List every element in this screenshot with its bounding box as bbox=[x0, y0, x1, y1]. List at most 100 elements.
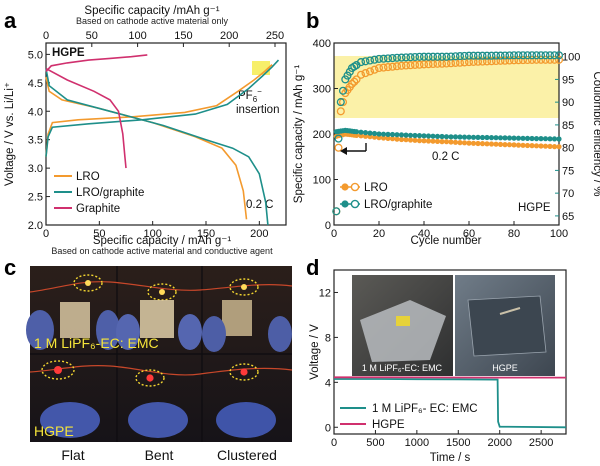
a-y-tick-label: 5.0 bbox=[28, 49, 43, 61]
b-ce-point bbox=[442, 52, 451, 61]
b-x-tick-label: 20 bbox=[373, 228, 385, 240]
legend-b-filled-lro-graphite bbox=[341, 200, 349, 208]
b-capacity-point bbox=[475, 140, 481, 147]
panel-b-tag: HGPE bbox=[518, 202, 551, 214]
b-ce-point bbox=[532, 51, 541, 60]
panel-a-bottom-axis-title: Specific capacity / mAh g⁻¹ bbox=[93, 235, 232, 247]
b-capacity-point bbox=[371, 134, 378, 140]
panel-b: b 0 20 40 60 80 100 0 100 200 300 400 65 70 75 80 85 9… bbox=[293, 8, 600, 247]
b-ce-point bbox=[397, 53, 406, 62]
b-ce-point bbox=[356, 70, 366, 79]
b-capacity-point bbox=[502, 142, 508, 148]
b-capacity-point bbox=[362, 133, 369, 139]
panel-c: c 1 M LiPF₆-EC: EMC bbox=[4, 255, 293, 463]
panel-d-x-ticks: 0 500 1000 1500 2000 2500 bbox=[331, 430, 553, 449]
b-ce-point bbox=[482, 57, 492, 66]
b-ce-point bbox=[334, 143, 343, 152]
panel-a-letter: a bbox=[4, 8, 17, 33]
d-x-tick-label: 1500 bbox=[446, 437, 470, 449]
panel-a-top-axis-title: Specific capacity /mAh g⁻¹ bbox=[84, 5, 219, 17]
panel-d-y-axis-title: Voltage / V bbox=[309, 324, 321, 380]
b-ce-point bbox=[332, 207, 341, 216]
inset-nail-gel bbox=[499, 307, 521, 315]
b-ce-point bbox=[514, 56, 523, 65]
b-y2-tick-label: 80 bbox=[562, 143, 574, 155]
b-ce-point bbox=[401, 53, 411, 62]
b-capacity-point bbox=[398, 132, 405, 138]
b-capacity-point bbox=[470, 134, 477, 140]
panel-a: a Specific capacity /mAh g⁻¹ Based on ca… bbox=[4, 5, 287, 256]
b-ce-point bbox=[505, 56, 514, 65]
panel-a-plot-frame bbox=[45, 42, 287, 226]
b-ce-point bbox=[554, 51, 564, 60]
d-series-line bbox=[334, 378, 567, 429]
b-capacity-point bbox=[533, 143, 540, 149]
b-ce-point bbox=[487, 57, 496, 66]
b-capacity-point bbox=[547, 143, 553, 149]
b-capacity-point bbox=[371, 130, 378, 137]
b-ce-point bbox=[478, 57, 487, 66]
led-ring-clustered-top bbox=[229, 278, 259, 296]
led-ring-bent-bottom bbox=[135, 369, 165, 387]
b-y2-tick-label: 85 bbox=[562, 120, 574, 132]
inset-left-label: 1 M LiPF₆-EC: EMC bbox=[362, 363, 443, 373]
led-flat-bottom bbox=[54, 366, 62, 374]
b-ce-point bbox=[338, 86, 348, 95]
b-ce-point bbox=[527, 51, 537, 60]
b-capacity-point bbox=[466, 140, 472, 146]
panel-d-plot-frame bbox=[333, 269, 567, 435]
panel-d-x-axis-title: Time / s bbox=[430, 452, 471, 464]
b-ce-point bbox=[523, 51, 532, 60]
b-ce-point bbox=[424, 60, 433, 69]
caption-flat: Flat bbox=[61, 447, 84, 463]
a-series-line bbox=[45, 59, 280, 157]
legend-b-open-lro-graphite bbox=[350, 199, 360, 209]
led-ring-flat-bottom bbox=[41, 360, 75, 380]
inset-pouch-gel bbox=[467, 295, 547, 357]
b-ce-point bbox=[518, 56, 528, 65]
panel-a-legend: LRO LRO/graphite Graphite bbox=[54, 171, 144, 215]
d-y-tick-label: 8 bbox=[325, 332, 331, 344]
b-capacity-point bbox=[439, 139, 445, 145]
b-ce-point bbox=[428, 52, 438, 61]
b-capacity-point bbox=[520, 142, 526, 148]
b-capacity-point bbox=[461, 134, 468, 140]
b-ce-point bbox=[365, 67, 375, 76]
legend-d-label-liquid: 1 M LiPF₆- EC: EMC bbox=[372, 403, 478, 415]
b-ce-point bbox=[473, 57, 483, 66]
panel-a-annotation-line2: insertion bbox=[236, 104, 279, 116]
panel-b-rate: 0.2 C bbox=[432, 151, 460, 163]
b-capacity-point bbox=[380, 131, 387, 137]
b-capacity-point bbox=[376, 131, 382, 137]
panel-a-series bbox=[45, 54, 280, 226]
panel-b-legend: LRO LRO/graphite bbox=[340, 182, 432, 211]
a-bottom-tick-label: 100 bbox=[143, 228, 161, 240]
b-ce-point bbox=[532, 55, 541, 64]
a-top-tick-label: 0 bbox=[43, 30, 49, 42]
b-y-tick-label: 200 bbox=[313, 129, 331, 141]
legend-b-label-lro: LRO bbox=[364, 182, 388, 194]
glove-clustered-bottom bbox=[216, 402, 276, 438]
pouch-cell-flat bbox=[60, 302, 90, 338]
glove-flat-bottom bbox=[40, 402, 100, 438]
led-bent-top bbox=[159, 289, 165, 295]
b-ce-point bbox=[365, 56, 375, 65]
b-capacity-point bbox=[353, 132, 360, 138]
b-capacity-point bbox=[551, 144, 558, 150]
b-ce-point bbox=[370, 55, 379, 64]
b-capacity-point bbox=[457, 140, 463, 146]
b-capacity-point bbox=[443, 139, 450, 145]
b-ce-point bbox=[545, 55, 555, 64]
b-capacity-point bbox=[443, 134, 450, 140]
panel-b-arrowhead bbox=[340, 147, 347, 155]
glove-bent-bottom bbox=[128, 402, 188, 438]
b-capacity-point bbox=[412, 137, 418, 143]
b-capacity-point bbox=[524, 135, 531, 141]
b-capacity-point bbox=[533, 136, 540, 142]
b-ce-point bbox=[419, 60, 429, 69]
d-x-tick-label: 500 bbox=[366, 437, 384, 449]
b-capacity-point bbox=[551, 136, 558, 142]
b-ce-point bbox=[383, 54, 393, 63]
b-capacity-point bbox=[506, 142, 513, 148]
b-ce-point bbox=[352, 75, 361, 84]
